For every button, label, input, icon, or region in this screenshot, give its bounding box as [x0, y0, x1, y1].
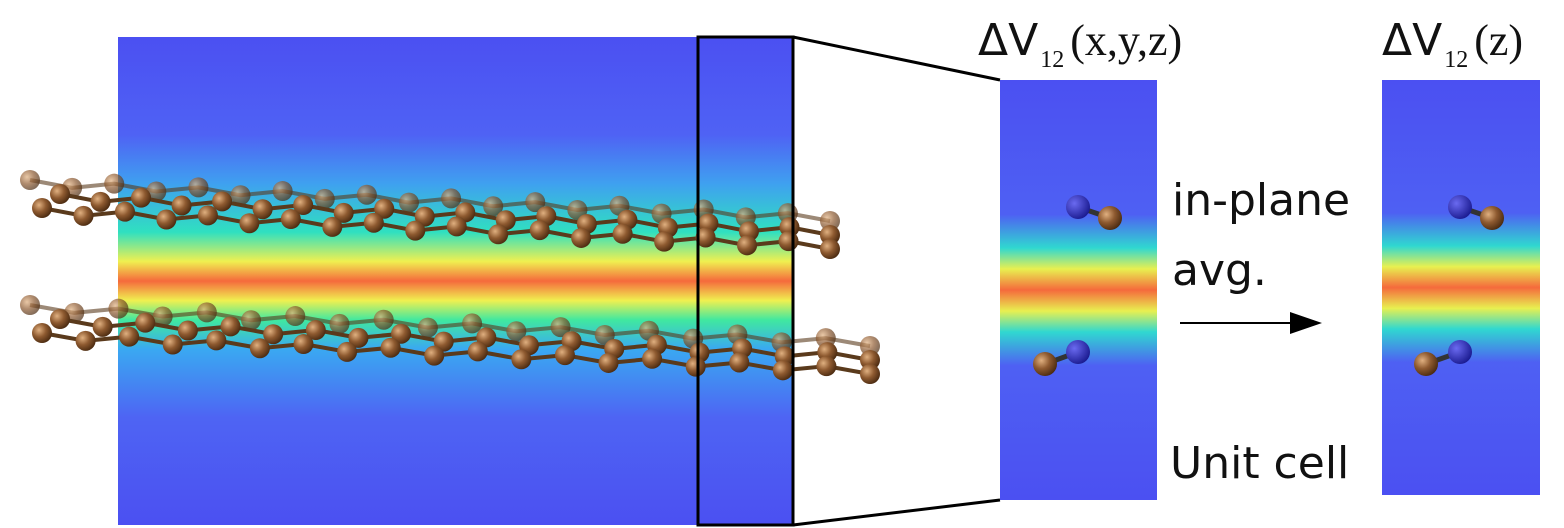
atom — [1480, 206, 1504, 230]
atom — [131, 188, 151, 208]
atom — [1414, 352, 1438, 376]
panel-label: ΔV12(z) — [1382, 15, 1523, 73]
averaged-map — [1382, 80, 1540, 495]
atom — [91, 192, 111, 212]
arrow-label: in-plane — [1172, 175, 1350, 226]
atom — [773, 360, 793, 380]
atom — [729, 352, 749, 372]
atom — [613, 224, 633, 244]
zoom-line — [793, 37, 1000, 80]
atom — [329, 314, 349, 334]
atom — [642, 349, 662, 369]
atom — [374, 310, 394, 330]
arrow-label: avg. — [1172, 245, 1267, 296]
atom — [1033, 352, 1057, 376]
figure: ΔV12(x,y,z) ΔV12(z) in-plane avg. Unit c… — [0, 0, 1564, 528]
atom — [447, 216, 467, 236]
atom — [860, 364, 880, 384]
atom — [76, 331, 96, 351]
atom — [198, 205, 218, 225]
atom — [250, 338, 270, 358]
atom — [188, 177, 208, 197]
atom — [654, 232, 674, 252]
atom — [381, 338, 401, 358]
atom — [197, 302, 217, 322]
atom — [135, 313, 155, 333]
atom — [239, 213, 259, 233]
atom — [1066, 340, 1090, 364]
potential-map — [118, 37, 793, 525]
atom — [108, 299, 128, 319]
atom — [820, 239, 840, 259]
atom — [779, 231, 799, 251]
atom — [1448, 195, 1472, 219]
atom — [273, 181, 293, 201]
atom — [281, 209, 301, 229]
caption: Unit cell — [1170, 438, 1349, 489]
atom — [468, 341, 488, 361]
atom — [816, 356, 836, 376]
panel-label: ΔV12(x,y,z) — [978, 15, 1182, 73]
atom — [285, 306, 305, 326]
atom — [737, 235, 757, 255]
atom — [93, 317, 113, 337]
atom — [32, 198, 52, 218]
atom — [530, 220, 550, 240]
atom — [357, 185, 377, 205]
atom — [119, 327, 139, 347]
unit-cell-map — [1000, 80, 1157, 500]
atom — [1066, 195, 1090, 219]
atom — [1098, 206, 1122, 230]
atom — [424, 346, 444, 366]
atom — [364, 213, 384, 233]
atom — [555, 345, 575, 365]
arrow-head — [1290, 312, 1322, 334]
atom — [20, 170, 40, 190]
atom — [293, 334, 313, 354]
atom — [163, 335, 183, 355]
atom — [571, 228, 591, 248]
atom — [73, 206, 93, 226]
atom — [104, 174, 124, 194]
atom — [50, 309, 70, 329]
atom — [221, 316, 241, 336]
atom — [399, 193, 419, 213]
atom — [20, 295, 40, 315]
atom — [686, 357, 706, 377]
atom — [178, 321, 198, 341]
atom — [212, 191, 232, 211]
atom — [599, 353, 619, 373]
atom — [405, 221, 425, 241]
atom — [32, 323, 52, 343]
atom — [1448, 340, 1472, 364]
atom — [441, 188, 461, 208]
atom — [50, 184, 70, 204]
atom — [322, 217, 342, 237]
atom — [172, 196, 192, 216]
atom — [115, 202, 135, 222]
atom — [488, 224, 508, 244]
atom — [511, 349, 531, 369]
atom — [206, 330, 226, 350]
atom — [337, 342, 357, 362]
atom — [156, 210, 176, 230]
zoom-line — [793, 500, 1000, 525]
atom — [418, 318, 438, 338]
atom — [462, 313, 482, 333]
